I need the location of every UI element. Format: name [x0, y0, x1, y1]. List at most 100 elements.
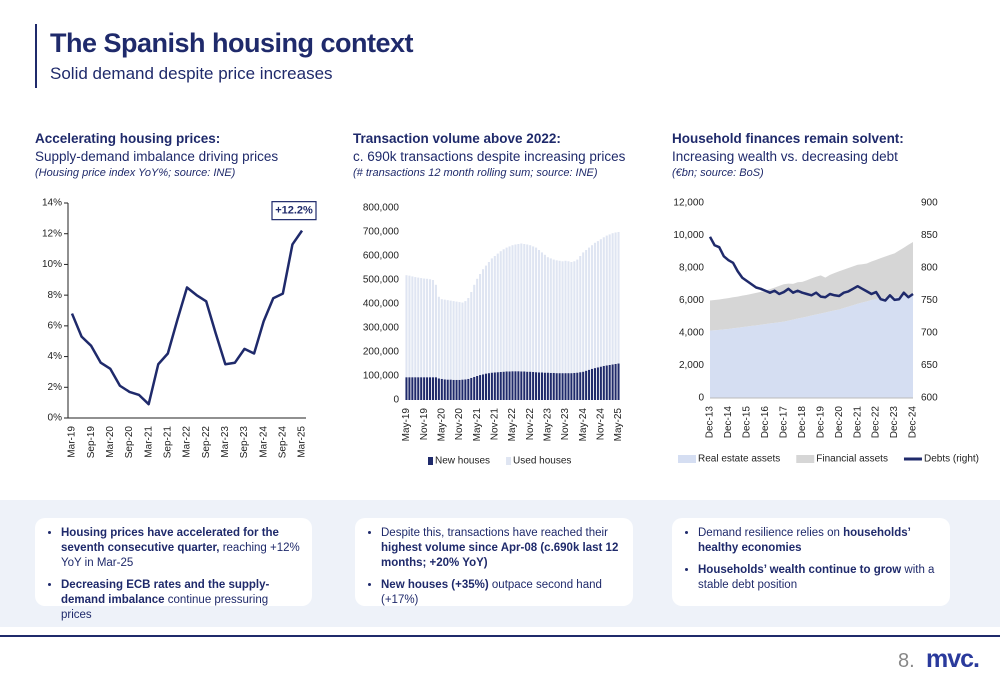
y-tick-label: 800: [921, 263, 938, 274]
bar-segment: [423, 377, 426, 400]
bar-segment: [484, 373, 488, 400]
y-tick-label: 300,000: [363, 323, 400, 334]
bar-segment: [467, 378, 470, 400]
chart-heading: Household finances remain solvent: Incre…: [672, 130, 982, 181]
bar-segment: [573, 372, 576, 400]
y-tick-label: 0: [698, 393, 704, 404]
x-tick-label: Dec-18: [797, 406, 808, 439]
bullet-text: Despite this, transactions have reached …: [381, 527, 608, 539]
bullet-text: outpace second hand (+17%): [381, 579, 602, 606]
bar-segment: [585, 370, 588, 400]
bar-segment: [443, 299, 446, 380]
bullet-text: New houses (+35%): [381, 579, 489, 591]
x-tick-label: Mar-21: [143, 426, 154, 458]
bar-segment: [535, 247, 538, 373]
bullet-text: with a stable debt position: [698, 564, 935, 591]
x-tick-label: Nov-24: [595, 408, 606, 441]
bar-segment: [599, 366, 602, 400]
bar-segment: [490, 372, 493, 400]
x-tick-label: May-20: [436, 408, 447, 442]
bar-segment: [537, 250, 541, 373]
bullet: Decreasing ECB rates and the supply-dema…: [61, 578, 300, 623]
bar-segment: [487, 262, 490, 374]
bar-segment: [502, 371, 505, 400]
bar-segment: [611, 364, 614, 400]
footer-rule: [0, 635, 1000, 637]
bar-segment: [540, 252, 543, 373]
bar-segment: [458, 379, 461, 400]
x-tick-label: Dec-22: [871, 406, 882, 439]
y-tick-label: 200,000: [363, 347, 400, 358]
bar-segment: [564, 373, 567, 400]
y-tick-label: 700: [921, 328, 938, 339]
x-tick-label: Dec-23: [889, 406, 900, 439]
bullet-text: households’ healthy economies: [698, 527, 911, 554]
bar-segment: [535, 372, 538, 400]
bullet-text: Households’ wealth continue to grow: [698, 564, 902, 576]
bar-segment: [452, 379, 455, 400]
bar-segment: [408, 275, 411, 378]
bullet: New houses (+35%) outpace second hand (+…: [381, 578, 621, 608]
bar-segment: [570, 373, 573, 400]
y-tick-label: 700,000: [363, 227, 400, 238]
bar-segment: [576, 259, 579, 373]
bar-segment: [420, 278, 423, 378]
chart-heading: Transaction volume above 2022: c. 690k t…: [353, 130, 663, 181]
bar-segment: [564, 260, 567, 374]
bar-segment: [429, 377, 432, 400]
x-tick-label: May-22: [507, 408, 518, 442]
bar-segment: [602, 237, 605, 366]
bar-segment: [590, 245, 594, 369]
bar-segment: [476, 376, 479, 400]
bar-segment: [529, 371, 532, 400]
bar-segment: [549, 258, 552, 373]
bar-segment: [443, 379, 446, 400]
x-tick-label: Dec-19: [815, 406, 826, 439]
bar-segment: [546, 257, 549, 373]
y-tick-label: 900: [921, 198, 938, 209]
legend-swatch: [506, 457, 512, 465]
bar-segment: [440, 378, 443, 400]
y-tick-label: 4,000: [679, 328, 704, 339]
y-tick-label: 100,000: [363, 371, 400, 382]
bar-segment: [440, 299, 443, 379]
x-tick-label: May-21: [472, 408, 483, 442]
legend-label: Debts (right): [924, 454, 979, 465]
bar-segment: [426, 278, 429, 378]
bar-segment: [555, 373, 558, 400]
x-tick-label: Dec-16: [760, 406, 771, 439]
bullet: Housing prices have accelerated for the …: [61, 526, 300, 571]
bar-segment: [570, 262, 573, 374]
bar-segment: [585, 250, 588, 371]
y-tick-label: 800,000: [363, 203, 400, 214]
bar-segment: [482, 269, 485, 375]
chart-heading: Accelerating housing prices: Supply-dema…: [35, 130, 345, 181]
bar-segment: [605, 235, 608, 366]
bar-segment: [582, 371, 585, 400]
x-tick-label: Mar-19: [67, 426, 78, 458]
bullet-text: Demand resilience relies on: [698, 527, 844, 539]
bar-segment: [543, 254, 546, 373]
bar-segment: [546, 372, 549, 400]
bar-segment: [517, 371, 520, 400]
bar-segment: [414, 377, 417, 400]
y-tick-label: 10%: [42, 259, 62, 270]
bar-segment: [496, 372, 499, 400]
bar-segment: [520, 243, 523, 372]
legend-label: Used houses: [513, 456, 571, 467]
bar-segment: [437, 296, 440, 379]
bar-segment: [482, 374, 485, 400]
charts: 0% 2% 4% 6% 8% 10% 12% 14% Mar-19 Sep-19 Mar-20 Sep…: [42, 198, 979, 467]
bar-segment: [452, 301, 455, 380]
y-tick-label: 8%: [48, 290, 63, 301]
y-tick-label: 0: [393, 395, 399, 406]
bar-segment: [514, 244, 517, 372]
chart-subtitle: Supply-demand imbalance driving prices: [35, 149, 279, 164]
bar-segment: [464, 379, 467, 400]
bar-segment: [493, 256, 496, 373]
summary-box: Despite this, transactions have reached …: [355, 518, 633, 606]
slide-title: The Spanish housing context: [50, 28, 414, 58]
bar-segment: [558, 260, 561, 374]
chart-note: (Housing price index YoY%; source: INE): [35, 167, 236, 179]
bar-segment: [508, 246, 511, 372]
